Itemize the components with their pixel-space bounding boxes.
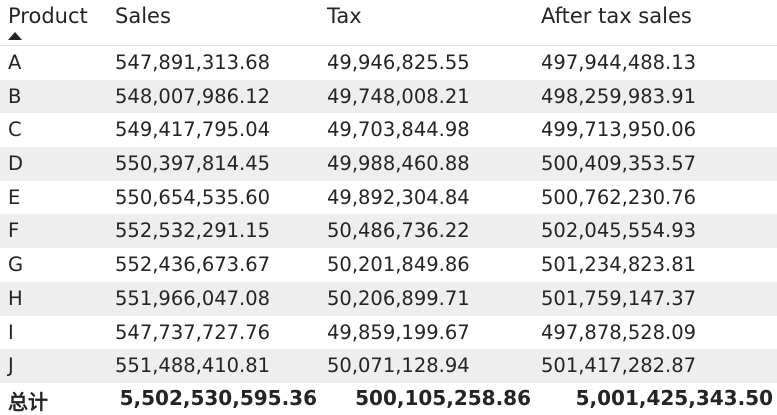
total-label: 总计 bbox=[8, 389, 48, 414]
column-header-tax[interactable]: Tax bbox=[327, 4, 362, 28]
cell-tax: 49,859,199.67 bbox=[327, 320, 470, 344]
cell-product: E bbox=[8, 185, 21, 209]
cell-sales: 551,488,410.81 bbox=[115, 354, 271, 378]
table-row[interactable]: I 547,737,727.76 49,859,199.67 497,878,528.… bbox=[0, 316, 777, 350]
column-header-sales[interactable]: Sales bbox=[115, 4, 171, 28]
table-row[interactable]: H 551,966,047.08 50,206,899.71 501,759,147.… bbox=[0, 281, 777, 316]
cell-sales: 547,737,727.76 bbox=[115, 320, 271, 344]
cell-product: B bbox=[8, 84, 22, 108]
cell-product: D bbox=[8, 152, 24, 176]
cell-tax: 50,201,849.86 bbox=[327, 253, 470, 277]
cell-product: A bbox=[8, 51, 22, 74]
total-sales: 5,502,530,595.36 bbox=[119, 385, 317, 410]
cell-tax: 49,892,304.84 bbox=[327, 185, 470, 209]
cell-tax: 50,206,899.71 bbox=[327, 286, 470, 310]
total-after-tax-sales: 5,001,425,343.50 bbox=[575, 385, 773, 410]
cell-tax: 49,988,460.88 bbox=[327, 152, 470, 176]
table-row[interactable]: F 552,532,291.15 50,486,736.22 502,045,554.… bbox=[0, 214, 777, 249]
cell-after-tax-sales: 499,713,950.06 bbox=[541, 118, 697, 142]
table-row[interactable]: E 550,654,535.60 49,892,304.84 500,762,230.… bbox=[0, 181, 777, 215]
table-body: A 547,891,313.68 49,946,825.55 497,944,488.… bbox=[0, 46, 777, 383]
cell-after-tax-sales: 498,259,983.91 bbox=[541, 84, 697, 108]
cell-after-tax-sales: 497,944,488.13 bbox=[541, 51, 697, 74]
total-tax: 500,105,258.86 bbox=[355, 385, 531, 410]
cell-after-tax-sales: 500,762,230.76 bbox=[541, 185, 697, 209]
cell-sales: 552,436,673.67 bbox=[115, 253, 271, 277]
sort-ascending-icon[interactable] bbox=[8, 32, 22, 40]
cell-after-tax-sales: 500,409,353.57 bbox=[541, 152, 697, 176]
table-row[interactable]: J 551,488,410.81 50,071,128.94 501,417,282.… bbox=[0, 349, 777, 383]
table-header: Product Sales Tax After tax sales bbox=[0, 0, 777, 46]
cell-tax: 49,946,825.55 bbox=[327, 51, 470, 74]
cell-sales: 550,654,535.60 bbox=[115, 185, 271, 209]
cell-sales: 551,966,047.08 bbox=[115, 286, 271, 310]
cell-after-tax-sales: 497,878,528.09 bbox=[541, 320, 697, 344]
cell-product: G bbox=[8, 253, 24, 277]
cell-tax: 49,748,008.21 bbox=[327, 84, 470, 108]
cell-tax: 50,071,128.94 bbox=[327, 354, 470, 378]
cell-product: C bbox=[8, 118, 22, 142]
cell-after-tax-sales: 502,045,554.93 bbox=[541, 219, 697, 243]
cell-tax: 50,486,736.22 bbox=[327, 219, 470, 243]
column-header-product[interactable]: Product bbox=[8, 4, 88, 28]
cell-sales: 550,397,814.45 bbox=[115, 152, 271, 176]
cell-after-tax-sales: 501,759,147.37 bbox=[541, 286, 697, 310]
cell-sales: 547,891,313.68 bbox=[115, 51, 271, 74]
cell-sales: 548,007,986.12 bbox=[115, 84, 271, 108]
table-row[interactable]: D 550,397,814.45 49,988,460.88 500,409,353.… bbox=[0, 147, 777, 181]
table-row[interactable]: B 548,007,986.12 49,748,008.21 498,259,983.… bbox=[0, 79, 777, 114]
cell-after-tax-sales: 501,417,282.87 bbox=[541, 354, 697, 378]
cell-sales: 549,417,795.04 bbox=[115, 118, 271, 142]
cell-after-tax-sales: 501,234,823.81 bbox=[541, 253, 697, 277]
cell-product: I bbox=[8, 320, 14, 344]
column-header-after-tax-sales[interactable]: After tax sales bbox=[541, 4, 692, 28]
table-row[interactable]: G 552,436,673.67 50,201,849.86 501,234,823.… bbox=[0, 248, 777, 282]
cell-sales: 552,532,291.15 bbox=[115, 219, 271, 243]
total-row: 总计 5,502,530,595.36 500,105,258.86 5,001… bbox=[0, 383, 777, 415]
cell-product: J bbox=[8, 354, 14, 378]
cell-product: H bbox=[8, 286, 23, 310]
cell-tax: 49,703,844.98 bbox=[327, 118, 470, 142]
table-row[interactable]: A 547,891,313.68 49,946,825.55 497,944,488.… bbox=[0, 46, 777, 80]
cell-product: F bbox=[8, 219, 20, 243]
table-row[interactable]: C 549,417,795.04 49,703,844.98 499,713,950.… bbox=[0, 113, 777, 147]
